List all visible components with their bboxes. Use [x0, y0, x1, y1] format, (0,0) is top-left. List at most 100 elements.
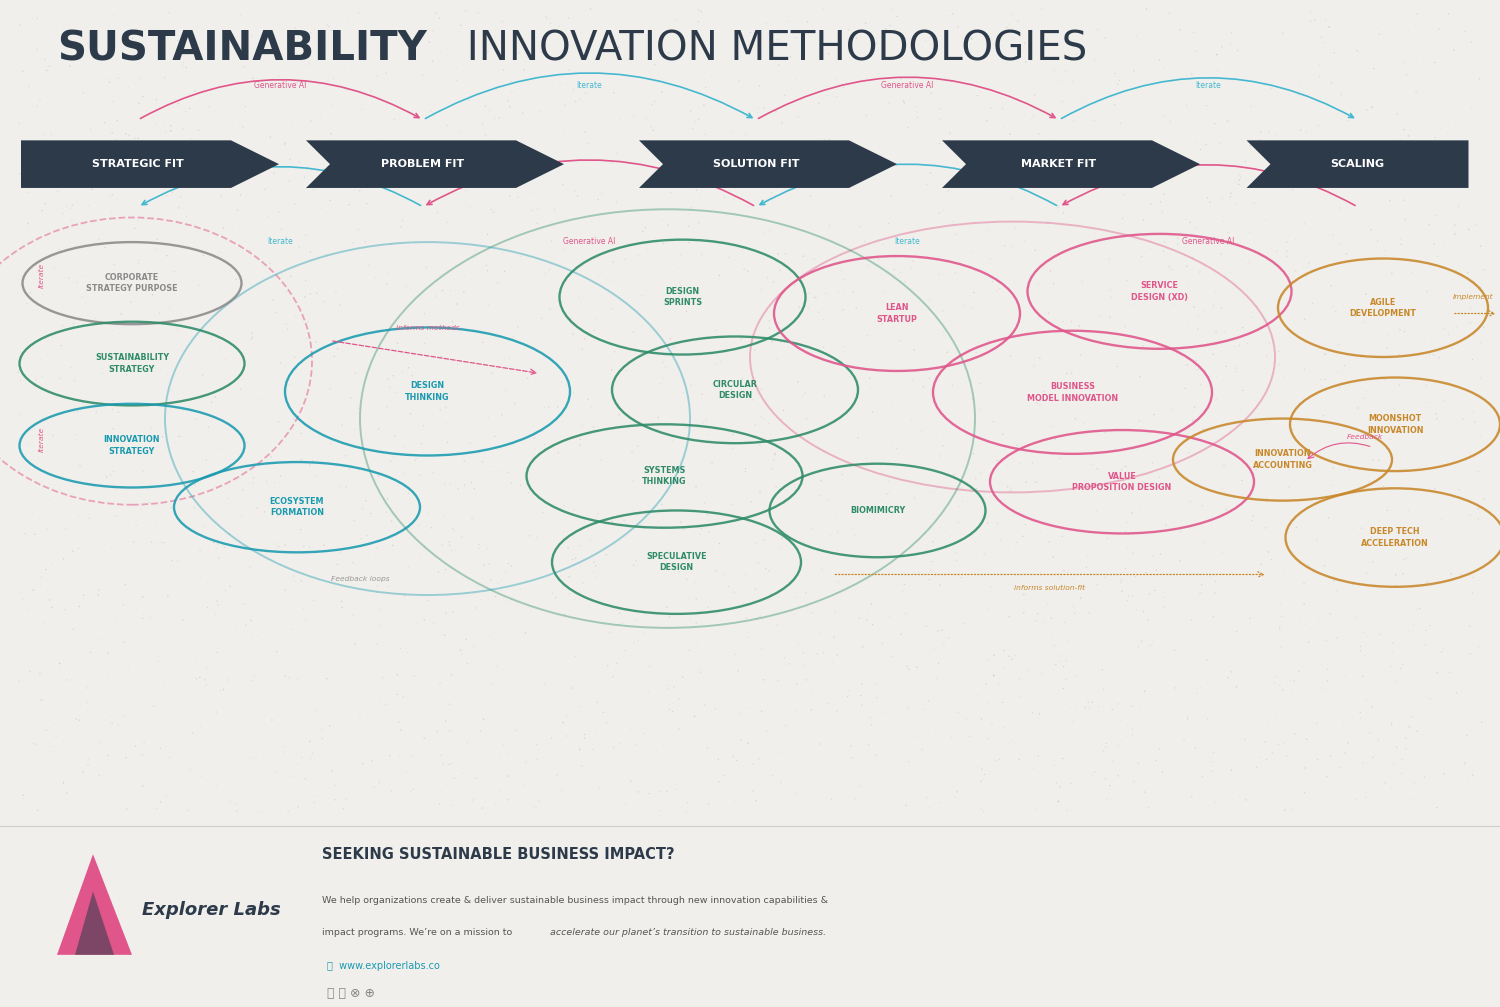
- Point: [795, 632, 819, 649]
- Point: [180, 758, 204, 774]
- Point: [556, 449, 580, 465]
- Point: [800, 685, 824, 701]
- Point: [550, 449, 574, 465]
- Point: [405, 73, 429, 89]
- Point: [1194, 74, 1218, 90]
- Point: [904, 122, 928, 138]
- Point: [470, 244, 494, 260]
- Point: [688, 148, 712, 164]
- Point: [950, 215, 974, 232]
- Point: [1060, 645, 1084, 662]
- Point: [1288, 250, 1312, 266]
- Point: [492, 736, 516, 752]
- Point: [1322, 150, 1346, 166]
- Point: [72, 290, 96, 306]
- Point: [741, 565, 765, 581]
- Point: [914, 32, 938, 48]
- Point: [968, 402, 992, 418]
- Point: [948, 371, 972, 387]
- Point: [1352, 755, 1376, 771]
- Point: [858, 204, 882, 221]
- Point: [642, 98, 666, 114]
- Point: [472, 99, 496, 115]
- Point: [1128, 470, 1152, 486]
- Point: [651, 359, 675, 376]
- Point: [620, 773, 644, 789]
- Point: [1394, 777, 1417, 794]
- Point: [750, 342, 774, 358]
- Point: [400, 558, 424, 574]
- Point: [620, 253, 644, 269]
- Point: [399, 280, 423, 296]
- Point: [188, 22, 211, 38]
- Point: [833, 412, 856, 428]
- Point: [1060, 527, 1084, 543]
- Point: [394, 144, 418, 160]
- Point: [393, 588, 417, 604]
- Point: [1272, 550, 1296, 566]
- Point: [344, 365, 368, 381]
- Point: [1305, 715, 1329, 731]
- Point: [320, 666, 344, 682]
- Point: [40, 427, 64, 443]
- Point: [579, 400, 603, 416]
- Point: [1095, 474, 1119, 490]
- Point: [600, 712, 624, 728]
- Point: [138, 371, 162, 387]
- Point: [1160, 262, 1184, 278]
- Point: [690, 117, 714, 133]
- Point: [1456, 165, 1480, 181]
- Point: [489, 407, 513, 423]
- Point: [1284, 491, 1308, 508]
- Point: [1368, 689, 1392, 705]
- Point: [849, 676, 873, 692]
- Point: [280, 377, 304, 393]
- Point: [759, 426, 783, 442]
- Point: [600, 155, 624, 171]
- Point: [69, 694, 93, 710]
- Point: [399, 782, 423, 799]
- Point: [702, 506, 726, 522]
- Point: [1088, 697, 1112, 713]
- Point: [1360, 381, 1384, 397]
- Point: [342, 513, 366, 529]
- Point: [1414, 644, 1438, 661]
- Point: [351, 438, 375, 454]
- Point: [1182, 299, 1206, 315]
- Point: [670, 14, 694, 30]
- Point: [1030, 614, 1054, 630]
- Point: [639, 722, 663, 738]
- Point: [688, 231, 712, 247]
- Point: [498, 99, 522, 115]
- Point: [381, 368, 405, 384]
- Point: [126, 599, 150, 615]
- Point: [1282, 467, 1306, 483]
- Point: [1458, 446, 1482, 462]
- Point: [190, 541, 214, 557]
- Point: [278, 285, 302, 301]
- Point: [1454, 281, 1478, 297]
- Point: [1269, 127, 1293, 143]
- Point: [1332, 718, 1356, 734]
- Point: [318, 20, 342, 36]
- Point: [132, 774, 156, 790]
- Point: [419, 103, 442, 119]
- Point: [939, 528, 963, 544]
- Point: [830, 303, 854, 319]
- Point: [954, 711, 978, 727]
- Point: [986, 514, 1010, 530]
- Point: [32, 369, 56, 385]
- Point: [816, 623, 840, 639]
- Point: [1048, 533, 1072, 549]
- Point: [28, 351, 53, 368]
- Point: [849, 520, 873, 536]
- Point: [567, 290, 591, 306]
- Point: [87, 485, 111, 501]
- Point: [1176, 314, 1200, 330]
- Point: [204, 389, 228, 405]
- Point: [267, 68, 291, 85]
- Point: [1462, 414, 1486, 430]
- Point: [213, 150, 237, 166]
- Point: [1233, 77, 1257, 93]
- Point: [1036, 803, 1060, 819]
